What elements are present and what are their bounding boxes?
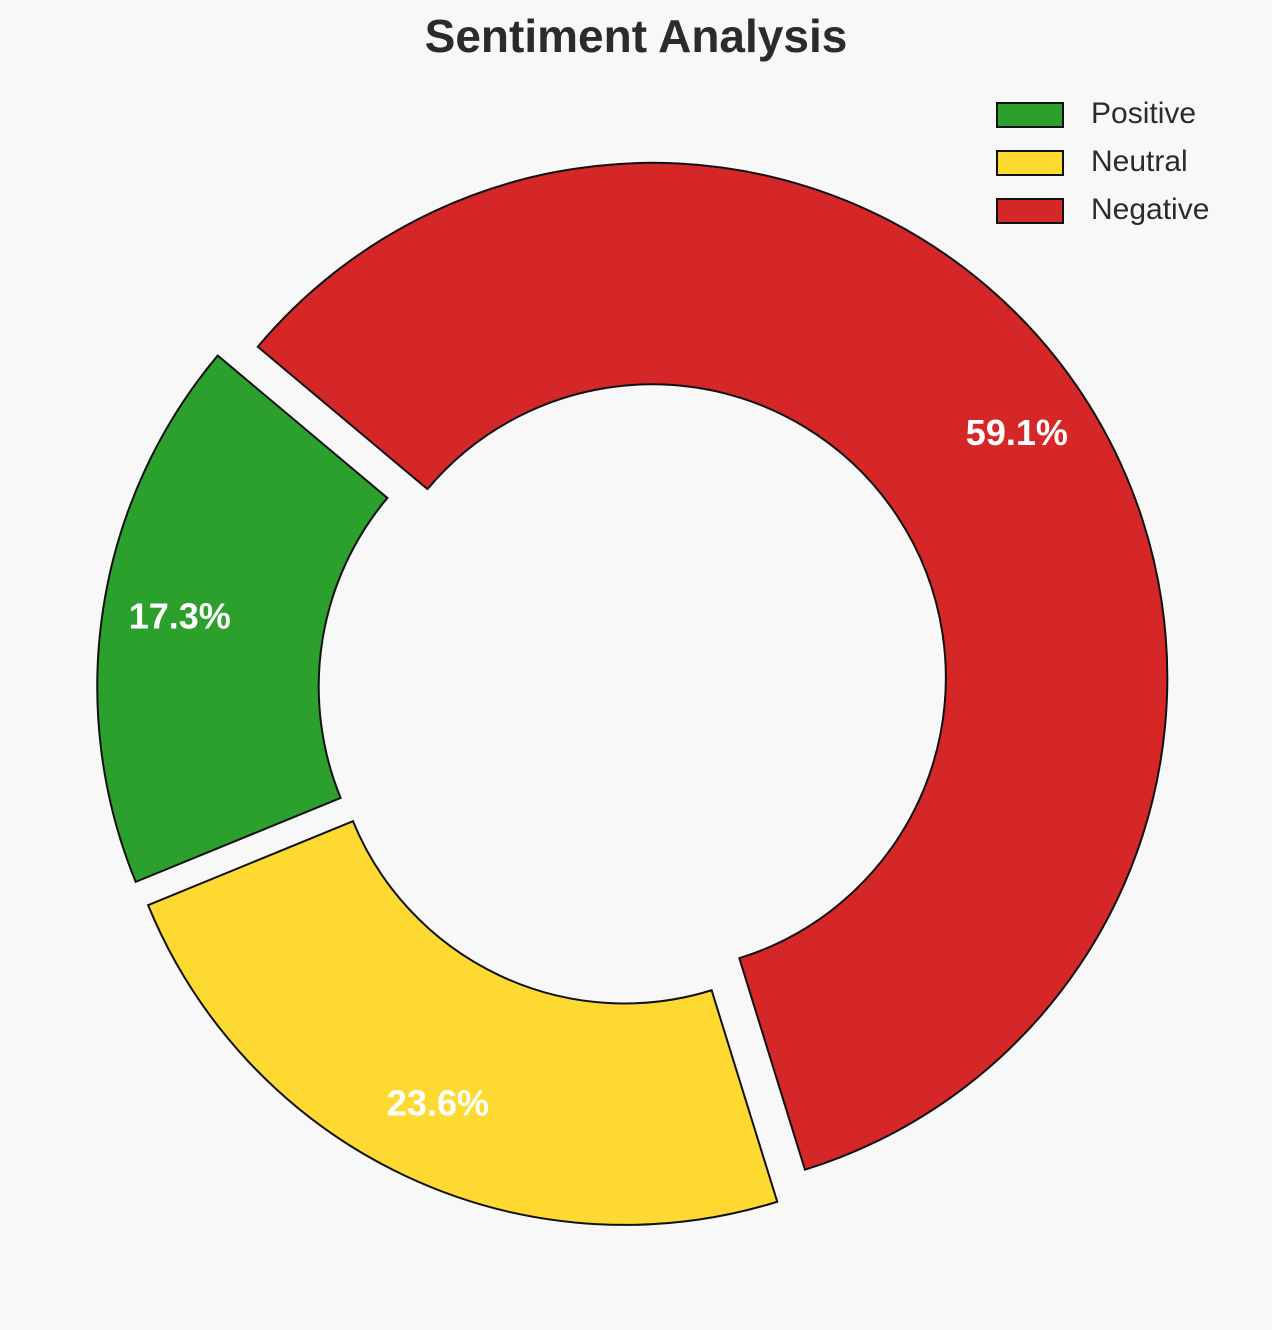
legend-label: Negative	[1091, 193, 1209, 226]
wedge	[256, 161, 1169, 1171]
legend-label: Neutral	[1091, 145, 1188, 178]
wedge	[146, 819, 779, 1226]
legend-swatch	[996, 102, 1064, 128]
value-label: 59.1%	[966, 412, 1068, 453]
legend-label: Positive	[1091, 97, 1196, 130]
value-label: 23.6%	[387, 1082, 489, 1123]
chart-title: Sentiment Analysis	[425, 10, 848, 62]
legend-swatch	[996, 198, 1064, 224]
value-label: 17.3%	[129, 596, 231, 637]
wedge	[96, 354, 389, 884]
legend-swatch	[996, 150, 1064, 176]
